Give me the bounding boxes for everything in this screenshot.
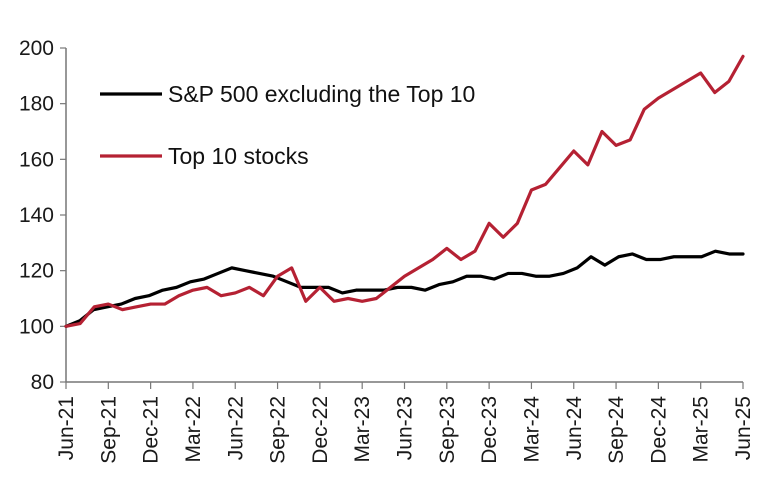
x-tick-label: Jun-23 xyxy=(394,396,417,460)
legend-label-top10: Top 10 stocks xyxy=(168,143,309,169)
x-tick-label: Mar-22 xyxy=(182,396,205,463)
series-line-sp500-ex-top10 xyxy=(64,249,745,328)
x-tick-label: Dec-24 xyxy=(647,396,670,464)
x-tick-label: Jun-21 xyxy=(55,396,78,460)
y-tick-label: 120 xyxy=(19,260,54,283)
y-tick-label: 100 xyxy=(19,315,54,338)
legend-label-sp500-ex-top10: S&P 500 excluding the Top 10 xyxy=(168,81,475,107)
series-lines xyxy=(64,54,745,328)
series-line-top10 xyxy=(64,54,745,328)
x-tick-label: Jun-22 xyxy=(224,396,247,460)
y-tick-label: 80 xyxy=(31,371,54,394)
y-tick-label: 180 xyxy=(19,93,54,116)
x-tick-label: Jun-25 xyxy=(732,396,755,460)
x-axis: Jun-21 Sep-21 Dec-21 Mar-22 Jun-22 Sep-22 Dec-… xyxy=(55,381,755,464)
x-tick-label: Dec-23 xyxy=(478,396,501,464)
x-tick-label: Dec-21 xyxy=(140,396,163,464)
legend: S&P 500 excluding the Top 10 Top 10 stoc… xyxy=(100,81,475,169)
x-tick-label: Mar-23 xyxy=(351,396,374,463)
y-tick-label: 160 xyxy=(19,148,54,171)
y-axis: 80 100 120 140 160 180 200 xyxy=(19,37,67,394)
x-tick-label: Sep-24 xyxy=(605,396,628,464)
x-tick-label: Sep-22 xyxy=(267,396,290,464)
x-tick-label: Dec-22 xyxy=(309,396,332,464)
x-tick-label: Mar-25 xyxy=(690,396,713,463)
x-tick-label: Jun-24 xyxy=(563,396,586,461)
y-tick-label: 200 xyxy=(19,37,54,60)
x-tick-label: Sep-21 xyxy=(97,396,120,464)
x-tick-label: Mar-24 xyxy=(520,396,543,463)
y-tick-label: 140 xyxy=(19,204,54,227)
x-tick-label: Sep-23 xyxy=(436,396,459,464)
